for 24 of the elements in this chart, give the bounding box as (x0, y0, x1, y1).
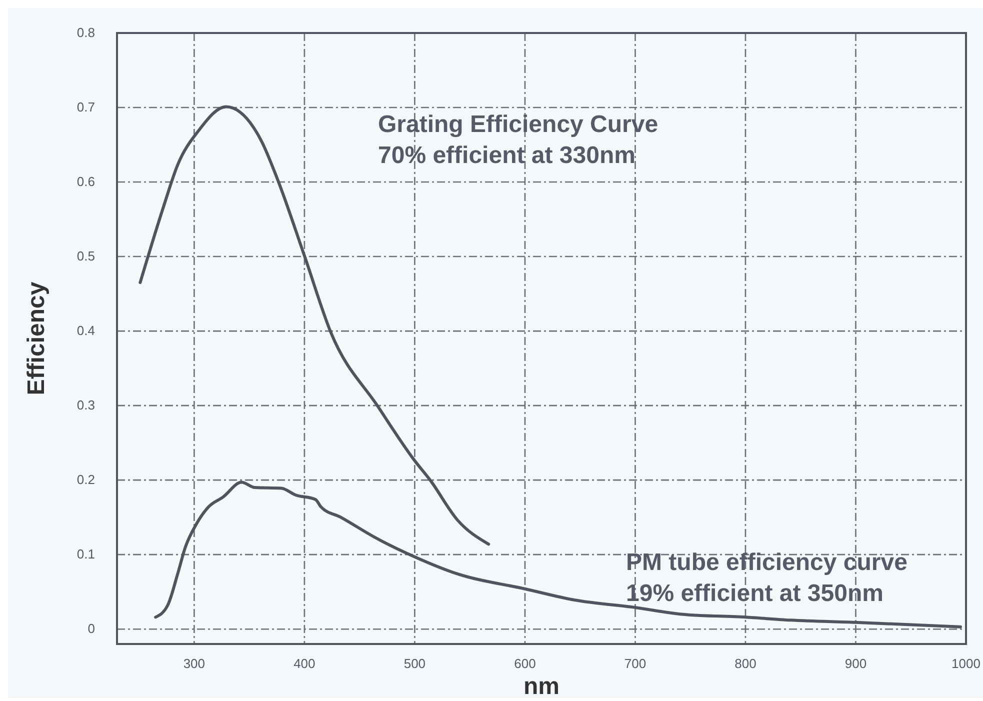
line-series (154, 480, 962, 628)
y-tick-label: 0.4 (76, 323, 95, 338)
x-tick-label: 300 (183, 656, 206, 671)
x-tick-label: 400 (294, 656, 316, 671)
x-tick-label: 1000 (952, 656, 980, 671)
annotation: PM tube efficiency curve (626, 549, 908, 576)
y-tick-label: 0.1 (76, 546, 95, 562)
x-tick-label: 500 (404, 656, 426, 671)
y-tick-label: 0.3 (76, 398, 95, 413)
annotation: 70% efficient at 330nm (378, 142, 636, 169)
y-tick-label: 0 (88, 621, 95, 636)
y-axis-title: Efficiency (23, 281, 50, 396)
x-tick-label: 700 (624, 656, 646, 671)
y-tick-label: 0.2 (76, 472, 95, 488)
x-tick-label: 900 (844, 656, 867, 671)
x-tick-label: 800 (734, 656, 756, 671)
annotation: 19% efficient at 350nm (626, 580, 884, 607)
y-tick-label: 0.7 (76, 100, 95, 115)
annotation: Grating Efficiency Curve (378, 111, 658, 138)
y-tick-label: 0.6 (76, 174, 95, 190)
x-axis-title: nm (524, 673, 560, 700)
y-tick-label: 0.5 (76, 248, 95, 264)
x-tick-label: 600 (514, 656, 536, 671)
y-tick-label: 0.8 (76, 25, 95, 40)
